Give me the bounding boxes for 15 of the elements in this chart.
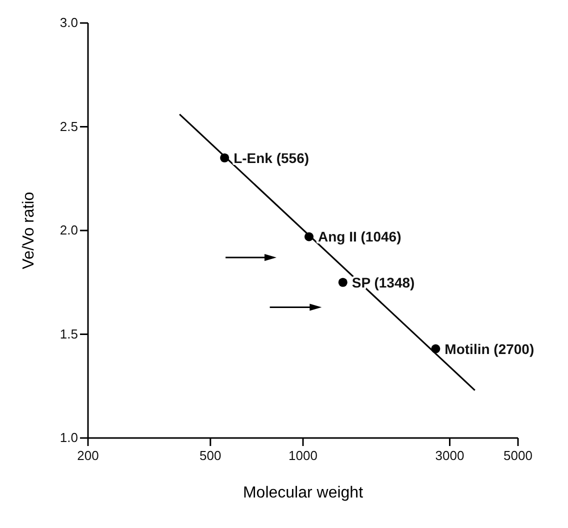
x-tick-label: 5000 <box>504 448 532 463</box>
x-tick-label: 200 <box>77 448 99 463</box>
x-tick-label: 500 <box>200 448 222 463</box>
y-tick-label: 1.0 <box>60 430 78 445</box>
y-tick-label: 2.5 <box>60 118 78 134</box>
y-tick-label: 3.0 <box>60 15 78 30</box>
x-axis-title: Molecular weight <box>242 484 364 502</box>
annotation: L-Enk (556) <box>234 150 310 166</box>
x-tick-label: 3000 <box>435 448 464 463</box>
annotation: Ang II (1046) <box>318 228 402 245</box>
y-tick-label: 1.5 <box>60 326 78 342</box>
annotation: Motilin (2700) <box>444 340 534 357</box>
y-tick-label: 2.0 <box>60 222 78 238</box>
y-axis-title: Ve/Vo ratio <box>20 192 38 270</box>
x-tick-label: 1000 <box>288 448 318 463</box>
